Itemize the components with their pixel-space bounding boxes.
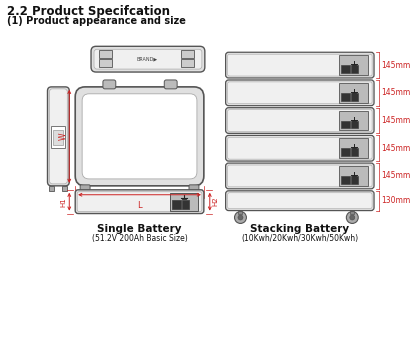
Bar (339, 55, 368, 75)
Bar (339, 138, 368, 158)
Text: BRAND▶: BRAND▶ (137, 57, 158, 62)
FancyBboxPatch shape (228, 110, 372, 131)
Bar (351, 93, 358, 101)
FancyBboxPatch shape (225, 108, 374, 133)
Text: (10Kwh/20Kwh/30Kwh/50Kwh): (10Kwh/20Kwh/30Kwh/50Kwh) (241, 234, 359, 243)
Bar (342, 148, 350, 156)
Text: 145mm: 145mm (381, 88, 410, 97)
Text: H2: H2 (213, 197, 219, 207)
Text: 145mm: 145mm (381, 172, 410, 180)
FancyBboxPatch shape (164, 80, 177, 89)
Circle shape (238, 215, 243, 220)
Circle shape (350, 215, 355, 220)
FancyBboxPatch shape (228, 165, 372, 187)
Bar (181, 59, 194, 67)
FancyBboxPatch shape (225, 191, 374, 211)
FancyBboxPatch shape (228, 193, 372, 209)
Text: 145mm: 145mm (381, 116, 410, 125)
Bar (351, 176, 358, 184)
Bar (339, 110, 368, 130)
FancyBboxPatch shape (189, 185, 199, 191)
Bar (50, 186, 54, 191)
Bar (351, 65, 358, 73)
Text: Single Battery: Single Battery (97, 224, 182, 234)
FancyBboxPatch shape (77, 192, 202, 211)
Bar (181, 50, 194, 58)
Circle shape (235, 211, 246, 223)
FancyBboxPatch shape (82, 94, 197, 179)
FancyBboxPatch shape (50, 89, 67, 184)
Bar (52, 127, 65, 148)
Text: 145mm: 145mm (381, 144, 410, 153)
Circle shape (347, 211, 358, 223)
FancyBboxPatch shape (228, 54, 372, 76)
FancyBboxPatch shape (225, 135, 374, 161)
Bar (350, 211, 354, 213)
Bar (62, 186, 67, 191)
Bar (238, 211, 243, 213)
Text: 130mm: 130mm (381, 196, 410, 205)
FancyBboxPatch shape (91, 46, 205, 72)
Bar (53, 130, 63, 145)
Bar (342, 93, 350, 101)
Bar (339, 166, 368, 186)
Bar (342, 65, 350, 73)
Bar (170, 193, 198, 211)
Text: Stacking Battery: Stacking Battery (250, 224, 349, 234)
Text: (1) Product appearance and size: (1) Product appearance and size (7, 16, 186, 26)
Bar (342, 120, 350, 129)
FancyBboxPatch shape (228, 137, 372, 159)
Bar (339, 83, 368, 103)
Bar (99, 59, 112, 67)
Text: 2.2 Product Specifcation: 2.2 Product Specifcation (7, 5, 170, 18)
FancyBboxPatch shape (225, 163, 374, 189)
Bar (351, 120, 358, 129)
Text: H1: H1 (60, 197, 66, 207)
Bar (342, 176, 350, 184)
Bar (182, 200, 189, 209)
FancyBboxPatch shape (47, 87, 69, 186)
FancyBboxPatch shape (80, 185, 90, 191)
Bar (351, 148, 358, 156)
Text: L: L (137, 201, 142, 210)
FancyBboxPatch shape (225, 52, 374, 78)
Text: 145mm: 145mm (381, 61, 410, 70)
FancyBboxPatch shape (103, 80, 116, 89)
FancyBboxPatch shape (94, 49, 202, 69)
FancyBboxPatch shape (225, 80, 374, 106)
FancyBboxPatch shape (228, 82, 372, 104)
Bar (99, 50, 112, 58)
FancyBboxPatch shape (75, 190, 204, 213)
Text: (51.2V 200Ah Basic Size): (51.2V 200Ah Basic Size) (92, 234, 187, 243)
Bar (172, 200, 181, 209)
FancyBboxPatch shape (75, 87, 204, 186)
Text: W: W (59, 133, 68, 140)
